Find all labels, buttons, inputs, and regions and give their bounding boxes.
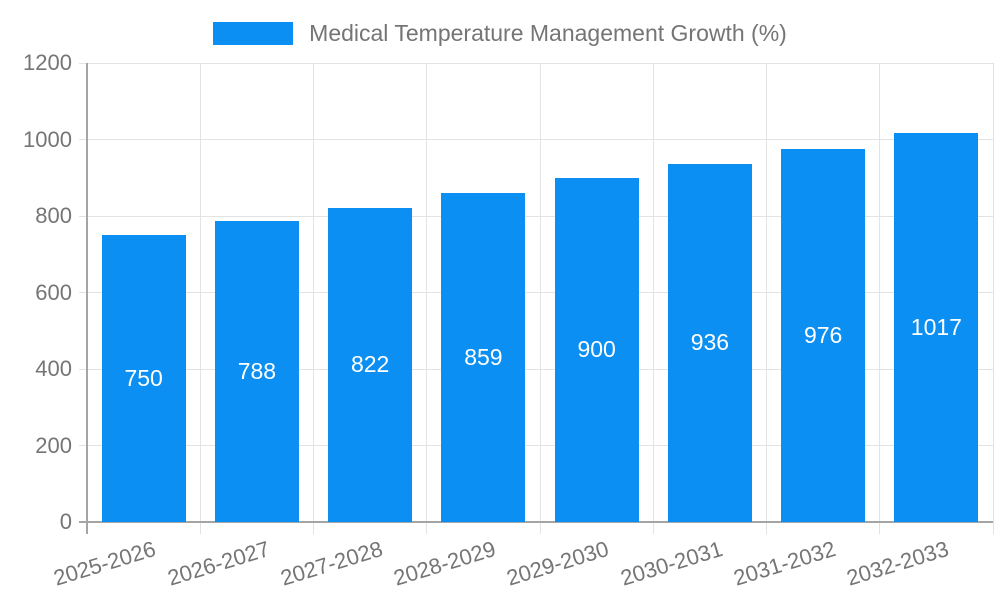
- bar[interactable]: 976: [781, 148, 866, 522]
- gridline-v: [426, 63, 428, 534]
- gridline-h: [79, 445, 993, 446]
- x-tick-label: 2029-2030: [504, 536, 612, 591]
- x-tick-label: 2027-2028: [277, 536, 386, 591]
- gridline-v: [879, 63, 881, 534]
- x-tick-label: 2028-2029: [390, 536, 499, 591]
- gridline-h: [79, 368, 993, 370]
- bar[interactable]: 859: [441, 193, 526, 522]
- bar[interactable]: 750: [101, 235, 186, 522]
- legend-swatch: [213, 21, 294, 45]
- gridline-v: [313, 63, 314, 534]
- bar[interactable]: 822: [328, 207, 413, 522]
- bar-value-label: 859: [464, 344, 503, 371]
- y-tick-label: 400: [35, 356, 72, 381]
- y-tick-label: 200: [35, 432, 72, 458]
- legend-label: Medical Temperature Management Growth (%…: [309, 19, 787, 46]
- bar-value-label: 750: [124, 365, 163, 392]
- x-tick-label: 2030-2031: [617, 536, 726, 591]
- bar[interactable]: 788: [214, 220, 299, 522]
- gridline-v: [539, 63, 541, 534]
- bar[interactable]: 1017: [894, 132, 979, 522]
- y-axis-line: [86, 63, 88, 534]
- gridline-v: [199, 63, 201, 534]
- y-tick-label: 800: [35, 203, 72, 228]
- x-tick-label: 2025-2026: [51, 536, 159, 591]
- y-tick-label: 600: [35, 279, 72, 305]
- bar-value-label: 788: [237, 357, 277, 384]
- bar[interactable]: 900: [554, 177, 639, 522]
- bar-value-label: 976: [803, 321, 843, 348]
- gridline-v: [992, 63, 994, 534]
- bar[interactable]: 936: [667, 163, 752, 522]
- y-tick-label: 1000: [23, 126, 72, 152]
- gridline-h: [79, 292, 993, 293]
- chart-legend[interactable]: Medical Temperature Management Growth (%…: [0, 20, 1000, 46]
- x-tick-label: 2026-2027: [164, 536, 273, 591]
- x-axis-line: [79, 521, 993, 523]
- bar-value-label: 936: [690, 329, 730, 356]
- gridline-h: [79, 62, 993, 64]
- y-tick-label: 1200: [23, 50, 72, 75]
- bar-value-label: 822: [350, 351, 390, 378]
- bar-value-label: 900: [577, 336, 616, 363]
- gridline-h: [79, 215, 993, 217]
- x-tick-label: 2031-2032: [730, 536, 839, 591]
- gridline-v: [652, 63, 654, 534]
- y-tick-label: 0: [59, 509, 72, 534]
- gridline-h: [79, 139, 993, 140]
- x-tick-label: 2032-2033: [843, 536, 952, 591]
- bar-value-label: 1017: [910, 313, 962, 340]
- gridline-v: [766, 63, 767, 534]
